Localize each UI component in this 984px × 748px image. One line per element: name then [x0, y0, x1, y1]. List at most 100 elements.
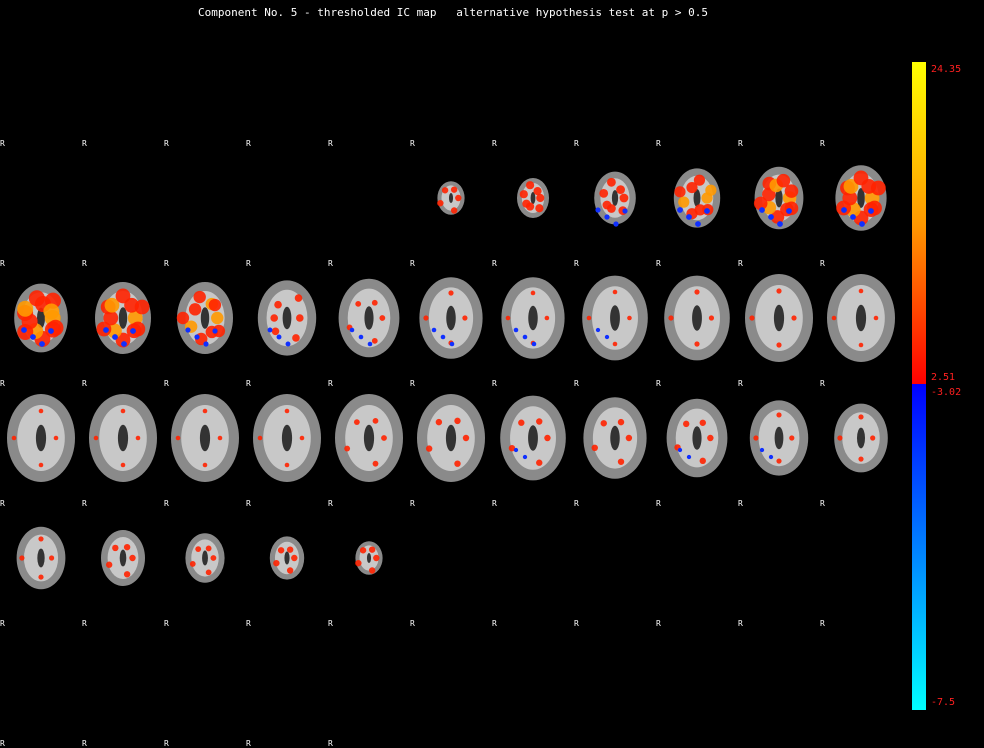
brain-slice-image	[745, 274, 813, 362]
orientation-r-label: R	[656, 139, 661, 148]
orientation-r-label: R	[492, 499, 497, 508]
orientation-r-label: R	[574, 379, 579, 388]
orientation-r-label: R	[328, 619, 333, 628]
slice-cell: R	[246, 20, 328, 148]
brain-slice-image	[101, 530, 145, 586]
brain-slice-image	[14, 283, 68, 353]
orientation-r-label: R	[328, 379, 333, 388]
slice-cell: R	[82, 20, 164, 148]
slice-cell: R	[738, 380, 820, 508]
slice-cell: R	[328, 140, 410, 358]
orientation-r-label: R	[164, 499, 169, 508]
brain-slice-image	[355, 541, 383, 575]
slice-cell: R	[0, 20, 82, 148]
brain-slice-image	[664, 275, 730, 361]
brain-slice-image	[417, 394, 485, 482]
slice-cell: R	[656, 140, 738, 361]
orientation-r-label: R	[656, 499, 661, 508]
slice-cell: R	[738, 500, 820, 628]
slice-cell: R	[328, 380, 410, 575]
orientation-r-label: R	[656, 619, 661, 628]
slice-cell: R	[492, 20, 574, 218]
brain-slice-image	[835, 165, 887, 231]
slice-cell: R	[656, 260, 738, 478]
orientation-r-label: R	[82, 259, 87, 268]
slice-cell: R	[0, 140, 82, 353]
colorbar-neg-max-label: -7.5	[931, 697, 956, 708]
orientation-r-label: R	[82, 619, 87, 628]
slice-cell: R	[820, 20, 902, 231]
slice-cell: R	[328, 500, 410, 628]
brain-slice-image	[517, 178, 549, 218]
slice-cell: R	[820, 140, 902, 362]
slice-cell: R	[410, 260, 492, 482]
brain-slice-image	[594, 171, 636, 227]
brain-slice-image	[257, 280, 317, 356]
orientation-r-label: R	[656, 259, 661, 268]
orientation-r-label: R	[0, 499, 5, 508]
slice-cell: R	[164, 140, 246, 354]
slice-cell: R	[656, 380, 738, 508]
orientation-r-label: R	[0, 139, 5, 148]
orientation-r-label: R	[328, 739, 333, 748]
brain-slice-image	[95, 282, 151, 354]
orientation-r-label: R	[246, 499, 251, 508]
slice-cell: R	[410, 500, 492, 628]
brain-slice-image	[834, 403, 888, 473]
orientation-r-label: R	[410, 139, 415, 148]
colorbar-pos-max-label: 24.35	[931, 64, 962, 75]
orientation-r-label: R	[0, 739, 5, 748]
orientation-r-label: R	[246, 739, 251, 748]
orientation-r-label: R	[574, 619, 579, 628]
slice-cell: R	[164, 500, 246, 628]
brain-slice-image	[753, 166, 804, 230]
orientation-r-label: R	[410, 499, 415, 508]
slice-cell: R	[246, 500, 328, 628]
slice-cell: R	[574, 20, 656, 227]
slice-cell: R	[82, 260, 164, 482]
slice-grid: R R R R R R R R R R R R R R R R R R R R R R R R R R R R R R R R R R R R R R R R…	[0, 20, 902, 748]
slice-cell: R	[410, 380, 492, 508]
orientation-r-label: R	[820, 499, 825, 508]
brain-slice-image	[338, 278, 400, 358]
orientation-r-label: R	[164, 619, 169, 628]
slice-cell: R	[82, 500, 164, 628]
brain-slice-image	[176, 282, 233, 354]
colorbar-neg-min-label: -3.02	[931, 387, 962, 398]
orientation-r-label: R	[82, 379, 87, 388]
brain-slice-image	[335, 394, 403, 482]
orientation-r-label: R	[410, 379, 415, 388]
slice-cell: R	[246, 380, 328, 580]
slice-cell: R	[820, 260, 902, 473]
slice-cell: R	[738, 260, 820, 476]
brain-slice-image	[501, 277, 565, 359]
brain-slice-image	[673, 168, 721, 228]
slice-cell: R	[738, 20, 820, 230]
orientation-r-label: R	[328, 499, 333, 508]
orientation-r-label: R	[574, 499, 579, 508]
orientation-r-label: R	[738, 139, 743, 148]
orientation-r-label: R	[164, 379, 169, 388]
slice-cell: R	[164, 20, 246, 148]
brain-slice-image	[89, 394, 157, 482]
orientation-r-label: R	[820, 379, 825, 388]
brain-slice-image	[666, 398, 728, 478]
slice-cell: R	[164, 620, 246, 748]
colorbar	[912, 62, 926, 710]
colorbar-pos-min-label: 2.51	[931, 372, 956, 383]
orientation-r-label: R	[328, 259, 333, 268]
slice-cell: R	[492, 140, 574, 359]
slice-cell: R	[656, 20, 738, 228]
slice-cell: R	[574, 140, 656, 361]
brain-slice-image	[269, 536, 305, 580]
brain-slice-image	[500, 395, 566, 481]
brain-slice-image	[171, 394, 239, 482]
orientation-r-label: R	[0, 259, 5, 268]
slice-cell: R	[0, 380, 82, 590]
orientation-r-label: R	[410, 619, 415, 628]
orientation-r-label: R	[246, 379, 251, 388]
brain-slice-image	[16, 526, 66, 590]
brain-slice-image	[185, 533, 225, 583]
orientation-r-label: R	[492, 139, 497, 148]
orientation-r-label: R	[656, 379, 661, 388]
